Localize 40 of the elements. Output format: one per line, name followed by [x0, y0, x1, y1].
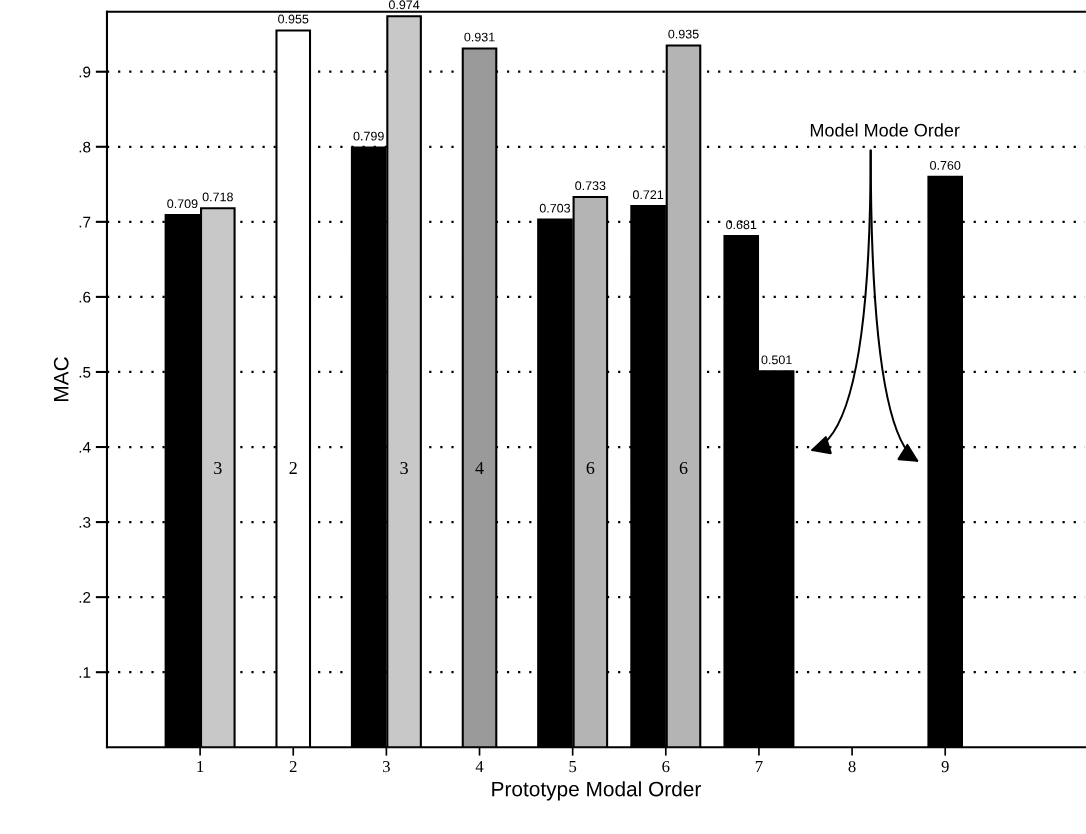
data-label: 0.501: [761, 355, 792, 365]
y-tick-label: .4: [79, 442, 91, 453]
x-tick-label: 1: [197, 761, 204, 773]
data-label: 0.703: [539, 203, 571, 213]
y-tick-label: .6: [79, 291, 91, 303]
y-tick-label: .8: [79, 141, 91, 153]
x-tick-label: 6: [662, 760, 670, 773]
data-label: 0.718: [202, 192, 233, 202]
data-label: 0.931: [464, 32, 495, 42]
x-tick-label: 3: [383, 760, 390, 773]
data-label: 0.721: [632, 190, 664, 200]
data-label: 0.799: [353, 131, 384, 141]
annotation: 3: [214, 461, 222, 475]
y-tick-label: .7: [79, 216, 91, 228]
x-tick-label: 9: [941, 760, 949, 773]
y-tick-label: .2: [79, 592, 91, 603]
data-label: 0.935: [668, 29, 699, 39]
x-tick-label: 7: [755, 761, 763, 773]
x-axis-title: Prototype Modal Order: [492, 781, 701, 801]
annotation: 2: [289, 461, 297, 474]
y-tick-label: .5: [79, 366, 91, 378]
y-tick-label: .9: [79, 66, 91, 78]
data-label: 0.733: [575, 181, 606, 191]
x-tick-label: 5: [569, 761, 577, 773]
annotation: 6: [586, 461, 595, 475]
data-label: 0.681: [726, 220, 757, 230]
data-label: 0.760: [930, 160, 961, 170]
annotation: 4: [475, 462, 484, 474]
x-tick-label: 4: [475, 761, 484, 773]
data-label: 0.955: [278, 14, 309, 24]
x-tick-label: 2: [289, 760, 297, 773]
y-axis-title: MAC: [53, 357, 69, 401]
data-label: 0.974: [388, 0, 420, 10]
x-tick-label: 8: [848, 760, 856, 773]
annotation: 3: [400, 461, 408, 475]
annotation: Model Mode Order: [810, 123, 960, 137]
y-tick-label: .1: [79, 667, 91, 678]
y-tick-label: .3: [79, 516, 91, 528]
annotation: 6: [679, 461, 688, 475]
data-label: 0.709: [167, 199, 198, 209]
